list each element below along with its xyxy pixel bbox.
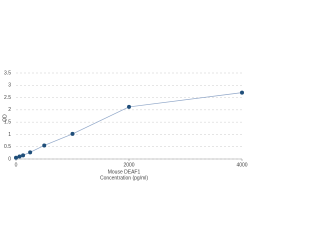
- y-tick-label: 3: [8, 83, 11, 89]
- y-tick-label: 3.5: [4, 70, 11, 76]
- data-point: [70, 131, 75, 136]
- x-axis-label: Concentration (pg/ml): [100, 175, 148, 181]
- data-point: [21, 153, 26, 158]
- y-tick-label: 1.5: [4, 119, 11, 125]
- data-point: [14, 155, 18, 160]
- data-point: [127, 104, 131, 109]
- x-tick-label: 2000: [123, 162, 134, 168]
- y-tick-label: 0: [8, 156, 11, 162]
- y-tick-label: 0.5: [4, 144, 11, 150]
- data-point: [240, 90, 244, 95]
- y-tick-label: 1: [8, 132, 11, 138]
- data-point: [28, 150, 33, 155]
- x-tick-label: 0: [15, 162, 18, 168]
- chart: Mouse DEAF1 Concentration (pg/ml) OD 0 0.…: [2, 70, 247, 181]
- data-point: [42, 143, 47, 148]
- data-line: [15, 92, 243, 159]
- y-tick-label: 2: [8, 107, 11, 113]
- x-tick-label: 4000: [236, 162, 247, 168]
- y-tick-label: 2.5: [4, 95, 11, 101]
- data-point: [17, 154, 22, 159]
- x-axis-label: Mouse DEAF1: [108, 169, 141, 175]
- y-axis-label: OD: [2, 114, 8, 122]
